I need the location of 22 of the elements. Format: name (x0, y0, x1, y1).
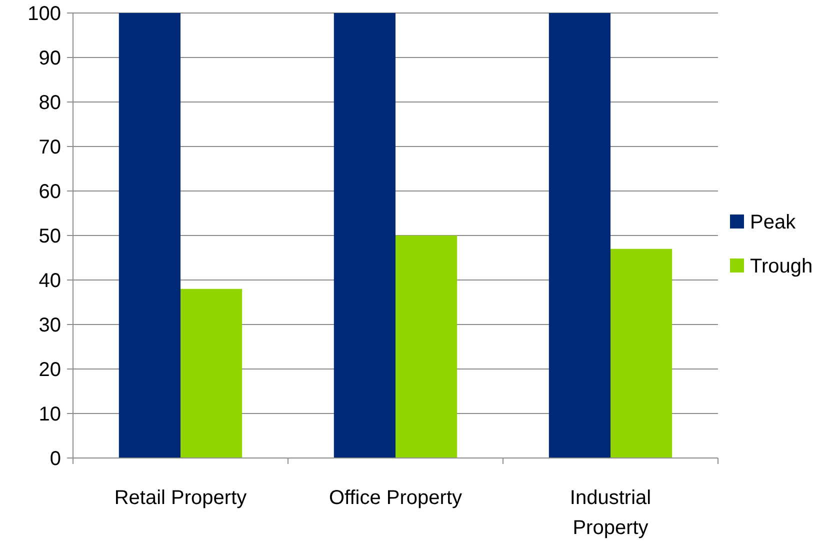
bar (610, 248, 672, 458)
bar (548, 13, 610, 458)
legend-label: Trough (750, 256, 813, 278)
y-tick-label: 30 (38, 314, 61, 336)
y-tick-label: 100 (28, 3, 61, 25)
y-tick-label: 10 (38, 404, 61, 426)
bar (118, 13, 180, 458)
legend-label: Peak (750, 212, 797, 234)
y-tick-label: 90 (38, 48, 61, 70)
x-tick-label: Office Property (328, 487, 462, 509)
y-tick-label: 70 (38, 136, 61, 158)
y-tick-label: 40 (38, 270, 61, 292)
bar (334, 13, 396, 458)
y-tick-label: 0 (50, 448, 61, 470)
x-tick-label: Retail Property (114, 487, 247, 509)
y-tick-label: 80 (38, 92, 61, 114)
y-tick-label: 20 (38, 359, 61, 381)
x-tick-label: Industrial Property (570, 487, 652, 539)
y-tick-label: 50 (38, 226, 61, 248)
bar (180, 288, 242, 458)
bar (396, 236, 458, 458)
y-tick-label: 60 (38, 181, 61, 203)
